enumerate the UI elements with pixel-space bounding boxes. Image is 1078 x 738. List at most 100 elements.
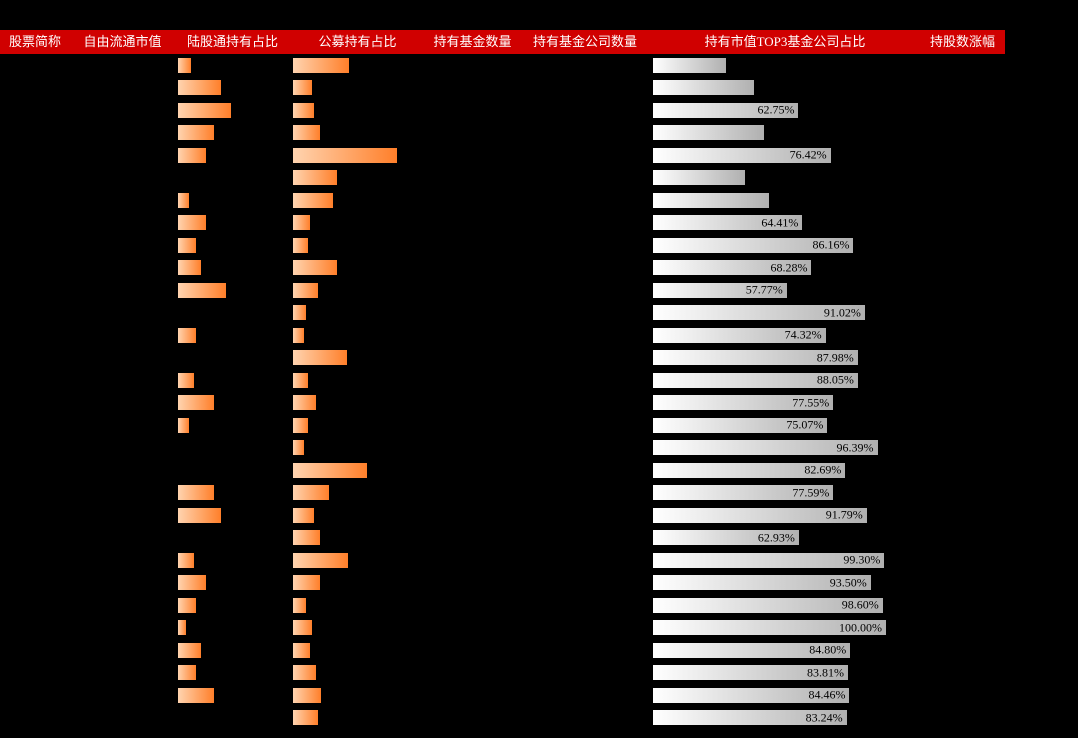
bar-top3-label: 57.77% <box>746 283 783 298</box>
bar-top3: 82.69% <box>652 462 846 479</box>
cell-fund-count <box>425 234 520 257</box>
cell-holding-change <box>920 549 1005 572</box>
bar-top3: 44 <box>652 79 755 96</box>
data-row: 48. <box>0 122 1078 145</box>
cell-lgt-ratio <box>175 437 290 460</box>
cell-fund-ratio <box>290 684 425 707</box>
cell-free-float <box>70 167 175 190</box>
cell-stock-name <box>0 437 70 460</box>
cell-top3-ratio: 86.16% <box>650 234 920 257</box>
cell-fund-count <box>425 212 520 235</box>
cell-lgt-ratio <box>175 99 290 122</box>
bar-fund: 29.7 <box>292 349 348 366</box>
cell-fund-co-count <box>520 549 650 572</box>
data-row: 55.73%76.42% <box>0 144 1078 167</box>
cell-fund-count <box>425 707 520 730</box>
bar-top3: 86.16% <box>652 237 854 254</box>
cell-fund-count <box>425 279 520 302</box>
bar-lgt <box>177 394 215 411</box>
cell-holding-change <box>920 167 1005 190</box>
bar-lgt <box>177 597 197 614</box>
bar-top3-label: 44 <box>754 80 769 95</box>
bar-fund <box>292 664 317 681</box>
cell-fund-co-count <box>520 639 650 662</box>
cell-fund-co-count <box>520 707 650 730</box>
bar-fund-label: 24 <box>337 260 352 275</box>
bar-lgt <box>177 372 195 389</box>
cell-holding-change <box>920 257 1005 280</box>
data-row: 29.787.98% <box>0 347 1078 370</box>
cell-free-float <box>70 572 175 595</box>
cell-fund-ratio <box>290 414 425 437</box>
data-row: 83.81% <box>0 662 1078 685</box>
cell-fund-count <box>425 167 520 190</box>
header-holding-change: 持股数涨幅 <box>920 30 1005 54</box>
cell-fund-co-count <box>520 414 650 437</box>
cell-holding-change <box>920 369 1005 392</box>
bar-fund: 1 <box>292 529 321 546</box>
cell-top3-ratio: 93.50% <box>650 572 920 595</box>
cell-top3-ratio: 64.41% <box>650 212 920 235</box>
cell-fund-ratio: 29.7 <box>290 347 425 370</box>
cell-holding-change <box>920 527 1005 550</box>
data-row: 91.79% <box>0 504 1078 527</box>
cell-fund-count <box>425 122 520 145</box>
bar-top3-label: 4 <box>745 170 754 185</box>
cell-free-float <box>70 54 175 77</box>
bar-lgt <box>177 417 190 434</box>
bar-lgt <box>177 687 215 704</box>
cell-free-float <box>70 459 175 482</box>
cell-stock-name <box>0 212 70 235</box>
bar-top3-label: 64.41% <box>761 215 798 230</box>
cell-stock-name <box>0 257 70 280</box>
bar-top3-label: 98.60% <box>842 598 879 613</box>
header-lgt-ratio: 陆股通持有占比 <box>175 30 290 54</box>
bar-top3-label: 62.93% <box>758 530 795 545</box>
cell-fund-co-count <box>520 392 650 415</box>
cell-holding-change <box>920 234 1005 257</box>
bar-lgt <box>177 552 195 569</box>
cell-free-float <box>70 122 175 145</box>
cell-free-float <box>70 414 175 437</box>
cell-stock-name <box>0 594 70 617</box>
bar-fund: 30.6 <box>292 57 350 74</box>
bar-fund <box>292 372 309 389</box>
bar-lgt <box>177 619 187 636</box>
cell-fund-ratio <box>290 369 425 392</box>
cell-free-float <box>70 279 175 302</box>
cell-holding-change <box>920 99 1005 122</box>
cell-fund-count <box>425 144 520 167</box>
cell-fund-ratio <box>290 324 425 347</box>
cell-lgt-ratio <box>175 234 290 257</box>
cell-free-float <box>70 437 175 460</box>
cell-fund-ratio <box>290 639 425 662</box>
cell-stock-name <box>0 167 70 190</box>
cell-stock-name <box>0 77 70 100</box>
cell-fund-count <box>425 437 520 460</box>
cell-free-float <box>70 392 175 415</box>
cell-stock-name <box>0 482 70 505</box>
cell-lgt-ratio <box>175 707 290 730</box>
cell-holding-change <box>920 302 1005 325</box>
cell-fund-ratio <box>290 77 425 100</box>
bar-fund <box>292 597 307 614</box>
cell-fund-ratio <box>290 279 425 302</box>
bar-fund-label: 30.6 <box>349 58 373 73</box>
bar-top3: 62.75% <box>652 102 799 119</box>
bar-top3-label: 77.59% <box>792 485 829 500</box>
bar-top3-label: 100.00% <box>839 620 882 635</box>
cell-stock-name <box>0 617 70 640</box>
cell-stock-name <box>0 122 70 145</box>
bar-top3: 99.30% <box>652 552 885 569</box>
cell-stock-name <box>0 572 70 595</box>
cell-holding-change <box>920 189 1005 212</box>
bar-fund <box>292 642 311 659</box>
cell-free-float <box>70 684 175 707</box>
cell-fund-co-count <box>520 572 650 595</box>
cell-stock-name <box>0 549 70 572</box>
data-row: 100.00% <box>0 617 1078 640</box>
cell-fund-count <box>425 662 520 685</box>
cell-free-float <box>70 144 175 167</box>
cell-fund-count <box>425 527 520 550</box>
bar-top3-label: 93.50% <box>830 575 867 590</box>
